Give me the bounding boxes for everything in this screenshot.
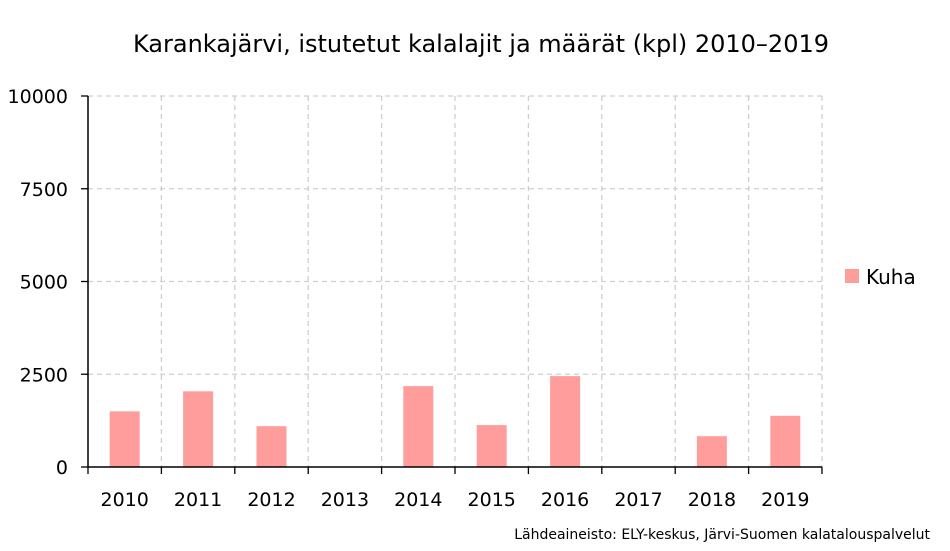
legend-swatch-kuha [845, 269, 859, 283]
grid-lines [88, 95, 823, 467]
bar-2016 [550, 376, 581, 467]
bar-2019 [770, 415, 801, 467]
x-tick-label: 2010 [101, 489, 149, 511]
x-tick-label: 2017 [614, 489, 662, 511]
legend: Kuha [845, 265, 916, 289]
x-tick-label: 2012 [247, 489, 295, 511]
bars [109, 376, 801, 467]
y-tick-label: 10000 [8, 86, 68, 108]
x-tick-label: 2019 [761, 489, 809, 511]
x-axis-ticks: 2010 2011 2012 2013 2014 2015 2016 2017 2018 2019 [87, 467, 823, 511]
x-tick-label: 2014 [394, 489, 442, 511]
bar-2015 [476, 425, 507, 467]
x-tick-label: 2016 [541, 489, 589, 511]
bar-2010 [109, 411, 140, 467]
y-axis-ticks: 0 2500 5000 7500 10000 [8, 86, 88, 479]
y-tick-label: 5000 [20, 272, 68, 294]
x-tick-label: 2013 [321, 489, 369, 511]
bar-2011 [183, 391, 214, 467]
x-tick-label: 2018 [688, 489, 736, 511]
bar-2018 [696, 436, 727, 467]
bar-2012 [256, 426, 287, 467]
y-tick-label: 2500 [20, 364, 68, 386]
y-tick-label: 7500 [20, 179, 68, 201]
bar-2014 [403, 386, 434, 467]
chart-title: Karankajärvi, istutetut kalalajit ja mää… [133, 30, 829, 58]
x-tick-label: 2015 [468, 489, 516, 511]
y-tick-label: 0 [56, 457, 68, 479]
x-tick-label: 2011 [174, 489, 222, 511]
legend-label-kuha: Kuha [866, 265, 916, 289]
source-note: Lähdeaineisto: ELY-keskus, Järvi-Suomen … [514, 527, 930, 543]
